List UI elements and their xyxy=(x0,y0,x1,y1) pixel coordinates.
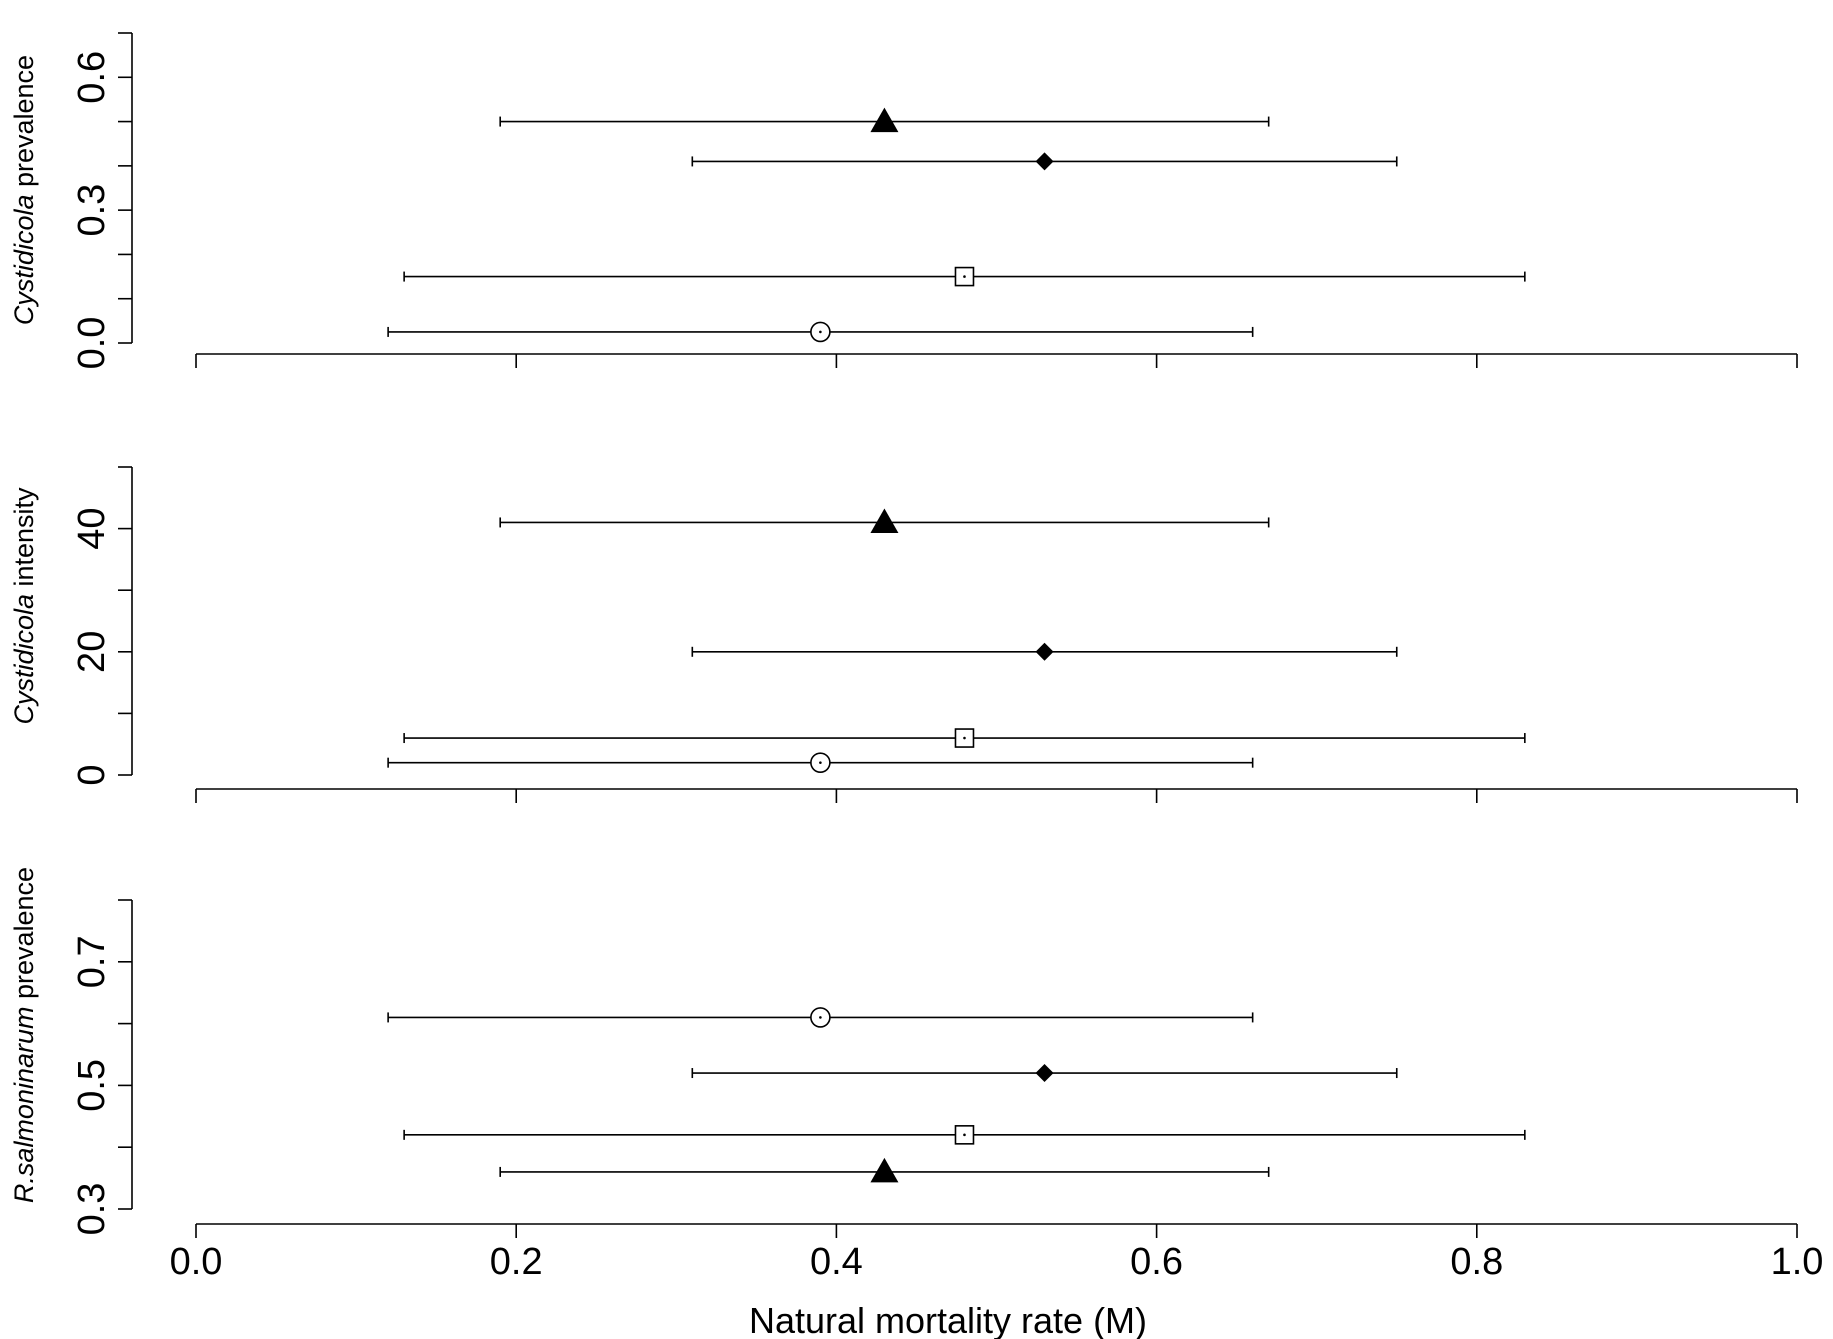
data-point-diamond xyxy=(691,1064,1398,1083)
x-tick-label: 0.6 xyxy=(1130,1241,1183,1283)
y-axis-label: Cystidicola prevalence xyxy=(9,55,39,325)
y-axis-label-italic: Cystidicola xyxy=(9,195,39,326)
y-tick-label: 40 xyxy=(71,507,113,549)
triangle-marker xyxy=(870,107,899,133)
y-tick-label: 0.6 xyxy=(71,51,113,104)
y-axis-label-rest: prevalence xyxy=(9,867,39,1007)
data-point-square xyxy=(403,266,1526,287)
x-tick-label: 0.8 xyxy=(1450,1241,1503,1283)
circle-marker-dot xyxy=(819,330,822,334)
panel-3: 0.3 0.5 0.7 R.salmoninarum prevalence 0.0 0.2… xyxy=(9,867,1823,1283)
y-tick-label: 0.5 xyxy=(71,1059,113,1112)
y-axis-label-italic: Cystidicola xyxy=(9,594,39,725)
square-marker-dot xyxy=(963,736,966,740)
panel-1: 0.0 0.3 0.6 Cystidicola prevalence xyxy=(9,32,1798,370)
x-tick-label: 1.0 xyxy=(1771,1241,1824,1283)
data-point-triangle xyxy=(499,1157,1270,1183)
y-tick-label: 0.3 xyxy=(71,1183,113,1236)
data-point-diamond xyxy=(691,152,1398,171)
data-point-square xyxy=(403,728,1526,748)
y-tick-label: 0.0 xyxy=(71,317,113,370)
y-axis-label-rest: prevalence xyxy=(9,55,39,195)
triangle-marker xyxy=(870,508,899,533)
y-tick-label: 0.7 xyxy=(71,935,113,988)
y-tick-label: 0.3 xyxy=(71,184,113,237)
y-axis-label: Cystidicola intensity xyxy=(9,487,39,725)
triangle-marker xyxy=(870,1157,899,1183)
data-point-circle xyxy=(387,752,1254,773)
data-point-triangle xyxy=(499,508,1270,533)
diamond-marker xyxy=(1035,152,1054,171)
circle-marker-dot xyxy=(819,1016,822,1019)
panel-2: 0 20 40 Cystidicola intensity xyxy=(9,466,1798,803)
y-axis-label-italic: R.salmoninarum xyxy=(9,1007,39,1204)
data-point-square xyxy=(403,1125,1526,1145)
data-point-diamond xyxy=(691,642,1398,661)
x-axis-label: Natural mortality rate (M) xyxy=(749,1300,1147,1339)
y-tick-label: 0 xyxy=(71,764,113,785)
y-axis-label-rest: intensity xyxy=(9,487,39,594)
x-tick-label: 0.4 xyxy=(810,1241,863,1283)
circle-marker-dot xyxy=(819,761,822,764)
x-tick-label: 0.2 xyxy=(490,1241,543,1283)
x-tick-label: 0.0 xyxy=(170,1241,223,1283)
square-marker-dot xyxy=(963,1133,966,1137)
data-point-triangle xyxy=(499,107,1270,133)
data-point-circle xyxy=(387,1007,1254,1028)
square-marker-dot xyxy=(963,275,966,278)
data-point-circle xyxy=(387,321,1254,343)
y-tick-label: 20 xyxy=(71,631,113,673)
diamond-marker xyxy=(1035,642,1054,661)
y-axis-label: R.salmoninarum prevalence xyxy=(9,867,39,1203)
diamond-marker xyxy=(1035,1064,1054,1083)
